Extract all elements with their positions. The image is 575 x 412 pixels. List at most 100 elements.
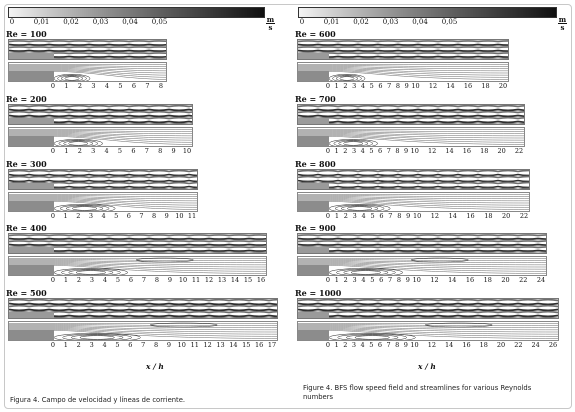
speed-band bbox=[9, 49, 166, 52]
streamline bbox=[298, 198, 529, 204]
x-tick-label: 20 bbox=[498, 82, 508, 90]
streamlines-svg bbox=[9, 257, 266, 275]
x-tick-label: 0 bbox=[50, 212, 56, 220]
x-tick-label: 4 bbox=[360, 147, 365, 155]
speed-band bbox=[298, 46, 508, 49]
x-tick-label: 9 bbox=[171, 147, 176, 155]
speed-band bbox=[9, 304, 277, 308]
x-tick-label: 3 bbox=[352, 82, 357, 90]
speed-field-panel bbox=[8, 104, 193, 125]
streamline bbox=[9, 265, 266, 274]
streamline bbox=[9, 68, 166, 74]
speed-field-svg bbox=[298, 40, 508, 59]
speed-band bbox=[298, 314, 558, 318]
streamline bbox=[298, 199, 529, 206]
speed-band bbox=[9, 310, 277, 314]
step-block bbox=[9, 330, 54, 340]
streamlines-svg bbox=[298, 129, 524, 146]
streamline bbox=[298, 134, 524, 141]
streamline-panel bbox=[8, 256, 267, 276]
streamline bbox=[9, 71, 166, 80]
speed-band bbox=[298, 316, 558, 318]
x-tick-label: 12 bbox=[428, 82, 438, 90]
x-tick-label: 1 bbox=[334, 82, 339, 90]
re-label: Re = 700 bbox=[295, 94, 336, 104]
step-block bbox=[298, 312, 329, 318]
x-tick-label: 10 bbox=[412, 212, 422, 220]
streamline-panel bbox=[297, 321, 559, 341]
streamline bbox=[298, 326, 558, 331]
x-tick-label: 14 bbox=[229, 341, 238, 349]
streamline bbox=[298, 327, 558, 333]
recirculation-vortex bbox=[59, 204, 110, 211]
x-tick-label: 14 bbox=[445, 147, 454, 155]
x-tick-label: 9 bbox=[403, 341, 408, 349]
x-tick-label: 10 bbox=[410, 147, 419, 155]
speed-field-panel bbox=[297, 298, 559, 319]
x-tick-label: 7 bbox=[388, 212, 393, 220]
streamline bbox=[298, 131, 524, 134]
x-tick-label: 14 bbox=[446, 82, 455, 90]
x-tick-label: 2 bbox=[77, 82, 83, 90]
recirculation-vortex bbox=[343, 141, 364, 146]
x-tick-label: 14 bbox=[445, 341, 454, 349]
speed-band bbox=[298, 246, 546, 249]
x-tick-label: 0 bbox=[325, 276, 331, 284]
x-tick-label: 7 bbox=[141, 341, 146, 349]
step-block bbox=[298, 71, 329, 81]
speed-band bbox=[298, 116, 524, 120]
step-block bbox=[298, 265, 329, 275]
recirculation-vortex bbox=[343, 269, 389, 275]
re-label: Re = 600 bbox=[295, 29, 336, 39]
step-block bbox=[298, 201, 329, 211]
speed-band bbox=[298, 40, 508, 43]
speed-field-svg bbox=[298, 299, 558, 318]
speed-band bbox=[9, 110, 192, 114]
recirculation-vortex bbox=[336, 268, 396, 275]
streamline bbox=[298, 195, 529, 197]
speed-band bbox=[9, 252, 266, 253]
x-tick-label: 5 bbox=[114, 212, 119, 220]
x-tick-label: 18 bbox=[484, 212, 493, 220]
colorbar-unit-denominator: s bbox=[268, 23, 273, 32]
step-block bbox=[9, 265, 54, 275]
streamline bbox=[9, 259, 266, 261]
streamline bbox=[9, 324, 277, 326]
x-tick-label: 1 bbox=[63, 276, 69, 284]
x-tick-label: 4 bbox=[102, 276, 108, 284]
streamline bbox=[298, 132, 524, 137]
speed-band bbox=[9, 234, 266, 237]
streamline bbox=[298, 261, 546, 266]
x-tick-label: 16 bbox=[463, 82, 473, 90]
speed-band bbox=[9, 108, 192, 112]
x-tick-label: 9 bbox=[405, 276, 410, 284]
speed-band bbox=[298, 237, 546, 240]
speed-band bbox=[298, 43, 508, 46]
streamline bbox=[9, 200, 197, 208]
streamlines-svg bbox=[298, 322, 558, 340]
speed-field-svg bbox=[298, 234, 546, 253]
x-axis-label-left: x / h bbox=[146, 362, 164, 371]
recirculation-vortex bbox=[60, 75, 84, 81]
x-tick-label: 0 bbox=[50, 276, 56, 284]
speed-field-panel bbox=[8, 39, 167, 60]
recirculation-vortex bbox=[63, 140, 94, 146]
speed-band bbox=[9, 40, 166, 43]
re-label: Re = 800 bbox=[295, 159, 336, 169]
x-tick-label: 22 bbox=[514, 147, 524, 155]
x-tick-label: 3 bbox=[89, 341, 94, 349]
speed-band bbox=[298, 304, 558, 308]
x-tick-label: 22 bbox=[519, 212, 529, 220]
x-tick-label: 3 bbox=[88, 212, 93, 220]
x-tick-label: 3 bbox=[352, 276, 357, 284]
streamline bbox=[9, 131, 192, 134]
x-tick-label: 3 bbox=[91, 147, 96, 155]
x-tick-label: 14 bbox=[448, 212, 457, 220]
x-tick-label: 5 bbox=[370, 276, 375, 284]
speed-field-panel bbox=[8, 233, 267, 254]
x-tick-label: 6 bbox=[378, 147, 383, 155]
streamline bbox=[9, 69, 166, 76]
speed-band bbox=[298, 249, 546, 252]
